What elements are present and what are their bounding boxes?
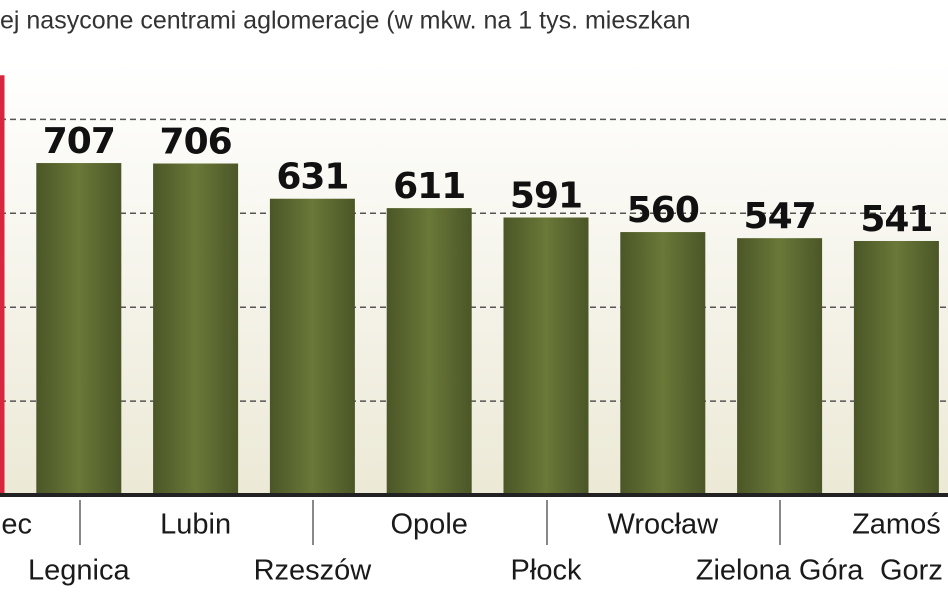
x-tick-label: Zamoś <box>852 509 941 541</box>
bar <box>853 240 939 495</box>
value-label: 611 <box>393 166 465 207</box>
bar <box>0 75 5 495</box>
bar <box>503 217 589 496</box>
value-label: 706 <box>160 122 232 163</box>
value-label: 547 <box>744 196 816 237</box>
value-label: 631 <box>276 157 348 198</box>
bar <box>386 208 472 495</box>
bar <box>36 163 122 495</box>
x-tick-label: Gorz <box>880 555 943 587</box>
value-label: 591 <box>510 176 582 217</box>
value-label: 541 <box>860 199 932 240</box>
x-tick-label: Legnica <box>28 555 130 587</box>
bar <box>737 238 823 495</box>
x-tick-label: Płock <box>511 555 582 587</box>
value-label: 560 <box>627 190 699 231</box>
value-label: 707 <box>43 121 115 162</box>
x-tick-label: ec <box>1 509 32 541</box>
bar <box>269 198 355 495</box>
x-tick-label: Wrocław <box>607 509 719 541</box>
bar <box>620 232 706 496</box>
x-tick-label: Opole <box>391 509 468 541</box>
x-tick-label: Lubin <box>160 509 231 541</box>
chart-title: ej nasycone centrami aglomeracje (w mkw.… <box>0 7 691 35</box>
x-tick-label: Zielona Góra <box>696 555 865 587</box>
label-separators <box>79 500 781 545</box>
x-tick-label: Rzeszów <box>254 555 373 587</box>
bar <box>153 163 239 496</box>
